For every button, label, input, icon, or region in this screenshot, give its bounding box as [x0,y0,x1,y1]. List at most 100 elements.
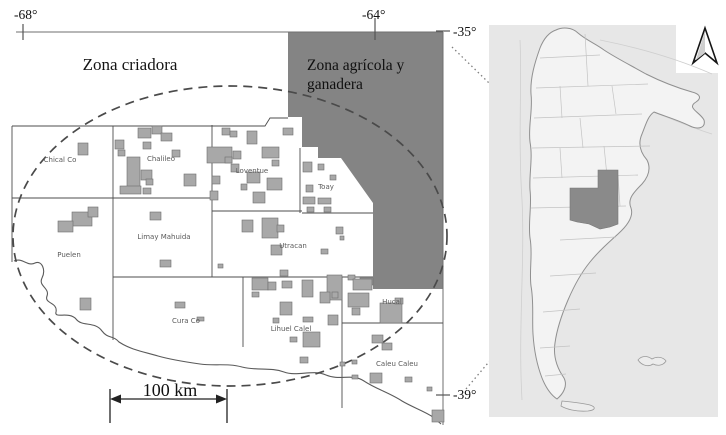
parcel [87,206,99,218]
parcel [209,190,219,201]
parcel [271,159,280,167]
department-label: Loventue [236,167,268,175]
parcel [301,279,314,298]
parcels-layer [57,125,445,423]
department-label: Chalileo [147,155,175,163]
department-label: Limay Mahuida [137,233,190,241]
parcel [270,244,283,256]
parcel [351,307,361,316]
department-label: Utracan [279,242,307,250]
malvinas-islands [637,356,667,367]
province-river-border [13,259,442,425]
department-label: Puelen [57,251,81,259]
parcel [137,127,152,139]
parcel [347,292,370,308]
axis-frame [16,18,450,425]
scale-bar-label: 100 km [143,380,198,400]
agro-zone-label-line1: Zona agrícola y [307,57,405,74]
parcel [149,211,162,221]
parcel [317,197,332,205]
north-arrow-icon [691,25,719,66]
parcel [140,169,153,181]
parcel [347,274,356,281]
parcel [317,163,325,171]
parcel [142,187,152,195]
agro-zone-label-line2: ganadera [307,76,363,93]
breeding-zone-label: Zona criadora [83,55,178,74]
parcel [279,301,293,316]
parcel [323,206,332,213]
parcel [221,127,231,136]
parcel [241,219,254,233]
parcel [229,130,238,138]
parcel [77,142,89,156]
tierra-del-fuego [560,400,595,412]
parcel [79,297,92,311]
parcel [251,291,260,298]
parcel [183,173,197,187]
parcel [394,297,404,305]
department-label: Hucal [382,298,402,306]
argentina-inset-map [489,25,719,417]
lon-label-right: -64° [362,7,385,22]
parcel [302,331,321,348]
parcel [381,342,393,351]
parcel [369,372,383,384]
lat-label-bottom: -39° [453,387,476,402]
parcel [302,196,316,205]
lon-label-left: -68° [14,7,37,22]
parcel [299,356,309,364]
parcel [114,139,125,150]
parcel [267,281,277,291]
parcel [142,141,152,150]
parcel [217,263,224,269]
parcel [351,374,359,380]
parcel [335,226,344,235]
parcel [232,150,242,160]
parcel [119,185,142,195]
department-label: Toay [317,183,334,191]
department-label: Cura Co [172,317,200,325]
parcel [230,163,240,173]
parcel [352,278,373,291]
parcel [289,336,298,343]
parcel [431,409,445,423]
province-borders [530,33,651,377]
parcel [426,386,433,392]
parcel [302,316,314,323]
parcel [57,220,74,233]
parcel [371,334,384,344]
parcel [279,269,289,277]
parcel [339,361,346,367]
parcel [174,301,186,309]
parcel [266,177,283,191]
parcel [320,248,329,255]
parcel [117,149,126,157]
parcel [171,149,181,158]
parcel [159,259,172,268]
parcel [224,156,233,164]
parcel [272,317,280,324]
agricultural-zone-polygon [288,32,443,289]
lat-label-top: -35° [453,24,476,39]
parcel [240,183,248,191]
parcel [339,235,345,241]
parcel [261,217,279,239]
parcel [404,376,413,383]
parcel [351,359,358,365]
parcel [319,291,331,304]
parcel [71,211,93,227]
parcel [331,291,339,299]
department-label: Caleu Caleu [376,360,418,368]
parcel [145,178,154,186]
parcel [252,191,266,204]
parcel [281,280,293,289]
department-labels: Chical Co Chalileo Loventue Toay Limay Mahui… [44,155,418,368]
parcel [282,127,294,136]
parcel [251,277,269,291]
department-label: Lihuel Calel [271,325,312,333]
la-pampa-highlight [569,169,619,230]
parcel [302,161,313,173]
